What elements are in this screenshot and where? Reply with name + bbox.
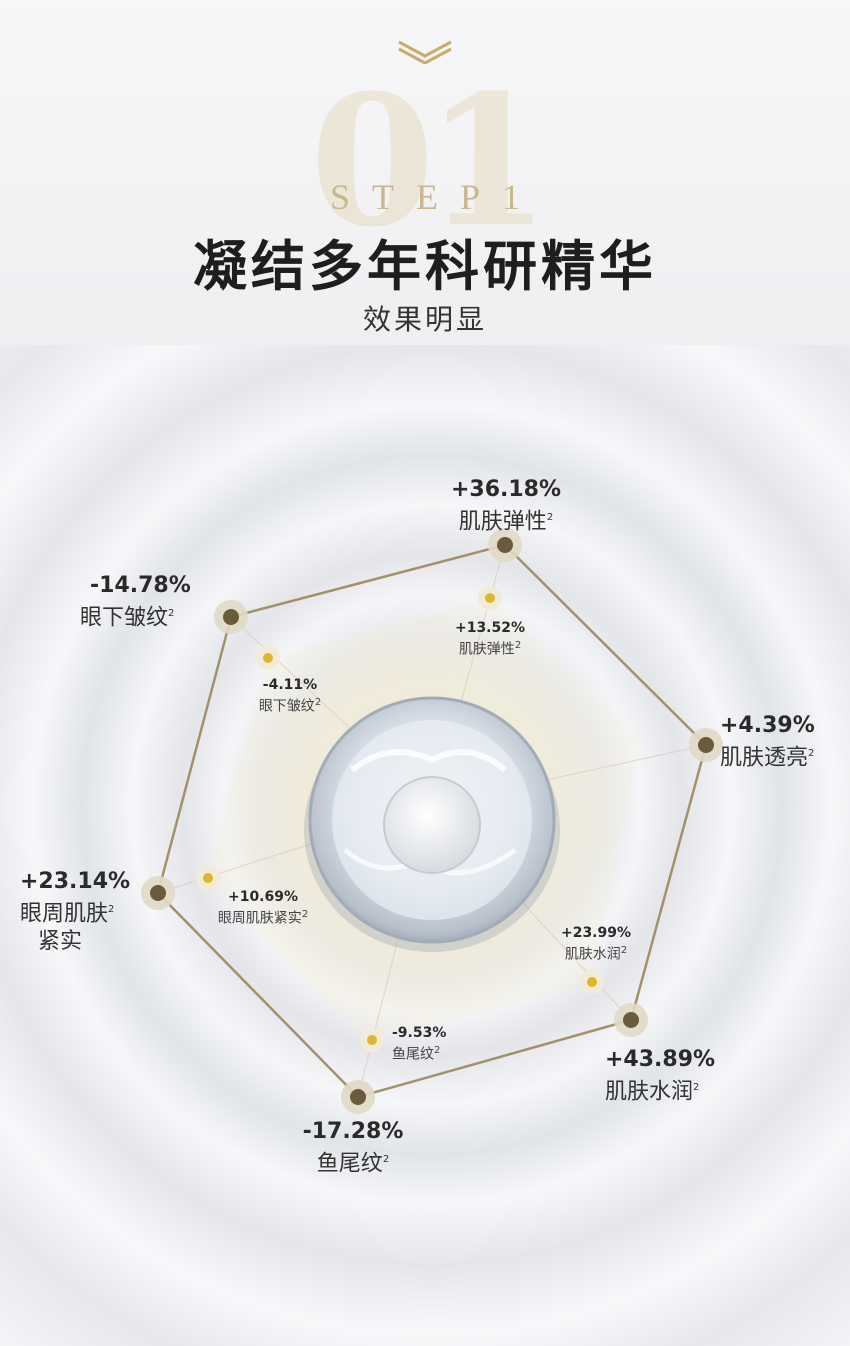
inner-label-crows-feet: -9.53% 鱼尾纹2 <box>392 1025 447 1063</box>
inner-label-under-eye-wrinkles: -4.11% 眼下皱纹2 <box>258 677 322 715</box>
metric-label-hydration: +43.89% 肌肤水润2 <box>605 1047 716 1105</box>
metric-label-under-eye-wrinkles: -14.78% 眼下皱纹2 <box>80 573 191 631</box>
page-subtitle: 效果明显 <box>362 303 487 336</box>
chevron-down-icon <box>398 40 452 64</box>
inner-dots <box>196 586 604 1052</box>
step-label: STEP1 <box>329 177 543 217</box>
page-title: 凝结多年科研精华 <box>193 235 657 298</box>
inner-label-elasticity: +13.52% 肌肤弹性2 <box>454 620 526 658</box>
inner-label-hydration: +23.99% 肌肤水润2 <box>560 925 632 963</box>
header-background <box>0 0 850 350</box>
product-jar <box>304 696 560 952</box>
outer-dots <box>141 528 723 1114</box>
metric-label-eye-firmness: +23.14% 眼周肌肤2 紧实 <box>20 869 131 955</box>
inner-label-eye-firmness: +10.69% 眼周肌肤紧实2 <box>217 889 309 927</box>
metric-label-brightness: +4.39% 肌肤透亮2 <box>720 713 815 771</box>
step-number: 01 <box>309 56 551 267</box>
metric-label-elasticity: +36.18% 肌肤弹性2 <box>450 477 562 535</box>
metric-label-crows-feet: -17.28% 鱼尾纹2 <box>302 1119 404 1177</box>
